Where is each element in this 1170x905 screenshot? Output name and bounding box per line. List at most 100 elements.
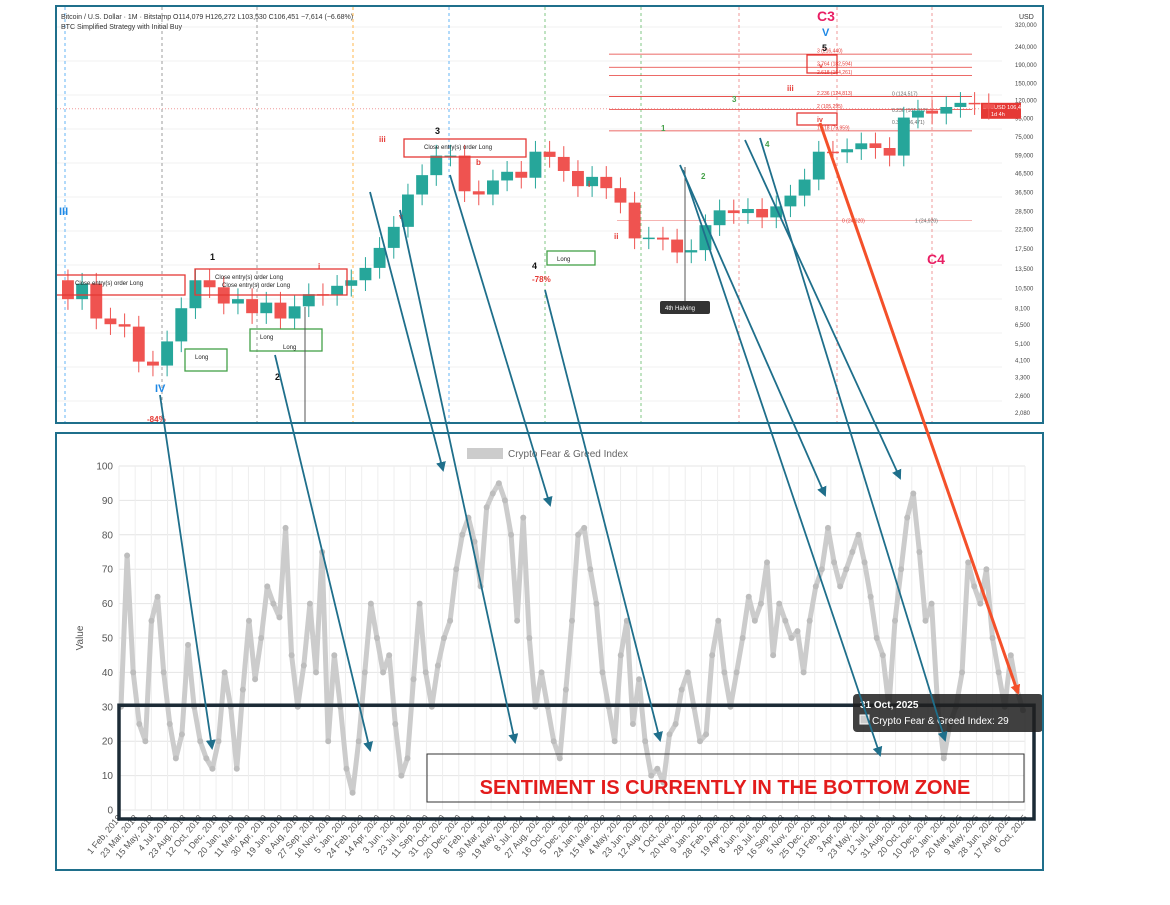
y-tick-label: 90 <box>102 496 114 507</box>
candle-body <box>557 156 570 171</box>
data-point <box>416 600 423 607</box>
candle-body <box>260 302 273 314</box>
data-point <box>276 614 283 621</box>
data-point <box>849 549 856 555</box>
price-tick-label: 17,500 <box>1015 247 1034 253</box>
y-tick-label: 60 <box>102 599 114 610</box>
data-point <box>508 531 515 538</box>
candle-body <box>897 117 910 156</box>
candle-body <box>586 176 599 187</box>
legend-swatch <box>467 448 503 459</box>
long-entry-label: Long <box>283 345 296 351</box>
candle-body <box>543 151 556 157</box>
data-point <box>642 738 649 745</box>
candle-body <box>288 306 301 319</box>
candle-body <box>628 202 641 239</box>
data-point <box>154 593 161 600</box>
price-tick-label: 240,000 <box>1015 45 1037 51</box>
data-point <box>995 669 1002 676</box>
candle-body <box>62 280 74 300</box>
price-tick-label: 4,100 <box>1015 359 1031 365</box>
data-point <box>215 738 222 745</box>
wave-label: 4 <box>532 261 537 271</box>
price-tag-symbol: BTCUSD 106,451 <box>983 105 1027 111</box>
data-point <box>319 549 326 555</box>
data-point <box>593 600 600 607</box>
data-point <box>471 538 478 545</box>
long-entry-label: Long <box>195 355 208 361</box>
fib-level-label: 1 (24,920) <box>915 219 938 225</box>
y-tick-label: 10 <box>102 771 114 782</box>
candle-body <box>841 149 854 153</box>
wave-label: iii <box>787 84 794 93</box>
data-point <box>715 617 722 624</box>
candle-body <box>274 302 287 319</box>
data-point <box>892 617 899 624</box>
data-point <box>867 593 874 600</box>
data-point <box>904 514 911 521</box>
candle-body <box>90 283 103 319</box>
data-point <box>989 635 996 641</box>
fib-level-label: 2 (105,295) <box>817 104 843 110</box>
data-point <box>538 669 545 676</box>
y-tick-label: 30 <box>102 702 114 713</box>
candle-body <box>515 171 528 178</box>
data-point <box>459 531 466 538</box>
candle-body <box>359 267 372 281</box>
data-point <box>203 755 210 762</box>
data-point <box>587 566 594 573</box>
data-point <box>776 600 783 607</box>
candle-body <box>912 110 924 118</box>
data-point <box>770 652 777 659</box>
data-point <box>831 559 838 566</box>
wave-label: 1 <box>661 124 666 133</box>
data-point <box>441 635 448 641</box>
fib-level-label: 3 (216,440) <box>817 49 843 55</box>
data-point <box>745 593 752 600</box>
data-point <box>660 779 667 786</box>
data-point <box>221 669 228 676</box>
wave-label: iv <box>817 117 823 124</box>
data-point <box>355 738 362 745</box>
data-point <box>343 765 350 772</box>
wave-label: IV <box>155 383 166 395</box>
data-point <box>696 738 703 745</box>
wave-label: C4 <box>927 251 945 267</box>
wave-label: 5 <box>822 43 827 53</box>
data-point <box>477 583 484 590</box>
candle-body <box>600 176 613 189</box>
y-tick-label: 40 <box>102 668 114 679</box>
candle-body <box>657 237 669 240</box>
halving-label: 4th Halving <box>665 306 695 312</box>
data-point <box>788 635 795 641</box>
long-entry-label: Long <box>260 335 273 341</box>
data-point <box>977 600 984 607</box>
data-point <box>818 566 825 573</box>
price-tick-label: 95,000 <box>1015 117 1034 123</box>
data-point <box>367 600 374 607</box>
btc-price-chart: Bitcoin / U.S. Dollar · 1M · Bitstamp O1… <box>54 7 1037 424</box>
candle-body <box>756 208 769 218</box>
price-tick-label: 190,000 <box>1015 63 1037 69</box>
data-point <box>185 641 192 648</box>
close-entry-label: Close entry(s) order Long <box>215 275 283 281</box>
price-tick-label: 46,500 <box>1015 172 1034 178</box>
candle-body <box>529 151 542 178</box>
candle-body <box>402 194 414 227</box>
candle-body <box>302 294 315 307</box>
data-point <box>245 617 252 624</box>
data-point <box>965 559 972 566</box>
wave-label: i <box>318 262 320 271</box>
symbol-title: Bitcoin / U.S. Dollar · 1M · Bitstamp O1… <box>61 14 353 21</box>
data-point <box>209 765 216 772</box>
data-point <box>648 772 655 779</box>
candle-body <box>812 151 825 180</box>
candle-body <box>232 299 244 304</box>
candle-body <box>770 206 783 218</box>
close-entry-box <box>194 268 348 296</box>
candle-body <box>104 318 117 325</box>
candle-body <box>444 155 457 158</box>
candle-body <box>614 188 627 203</box>
close-entry-box <box>403 138 527 158</box>
candle-body <box>430 155 443 176</box>
